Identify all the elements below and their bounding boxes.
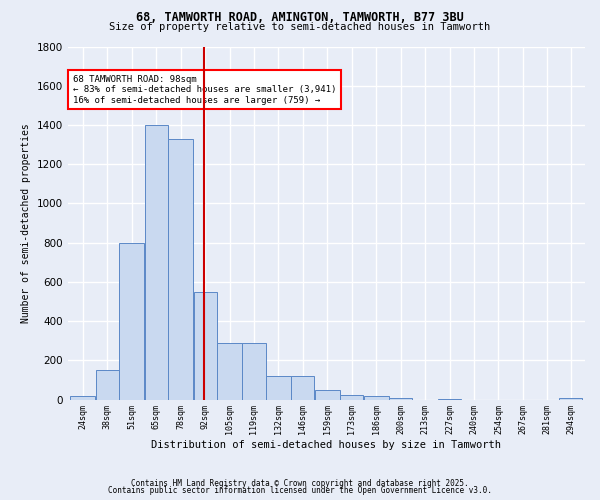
- Bar: [70, 396, 95, 400]
- Bar: [194, 292, 217, 400]
- Bar: [315, 390, 340, 400]
- Bar: [145, 125, 168, 400]
- X-axis label: Distribution of semi-detached houses by size in Tamworth: Distribution of semi-detached houses by …: [151, 440, 502, 450]
- Bar: [340, 394, 364, 400]
- Bar: [242, 342, 266, 400]
- Bar: [96, 370, 119, 400]
- Text: 68, TAMWORTH ROAD, AMINGTON, TAMWORTH, B77 3BU: 68, TAMWORTH ROAD, AMINGTON, TAMWORTH, B…: [136, 11, 464, 24]
- Bar: [389, 398, 412, 400]
- Bar: [559, 398, 583, 400]
- Text: Contains public sector information licensed under the Open Government Licence v3: Contains public sector information licen…: [108, 486, 492, 495]
- Text: Size of property relative to semi-detached houses in Tamworth: Size of property relative to semi-detach…: [109, 22, 491, 32]
- Text: 68 TAMWORTH ROAD: 98sqm
← 83% of semi-detached houses are smaller (3,941)
16% of: 68 TAMWORTH ROAD: 98sqm ← 83% of semi-de…: [73, 74, 336, 104]
- Bar: [168, 138, 193, 400]
- Bar: [217, 342, 242, 400]
- Bar: [292, 376, 314, 400]
- Bar: [266, 376, 291, 400]
- Text: Contains HM Land Registry data © Crown copyright and database right 2025.: Contains HM Land Registry data © Crown c…: [131, 478, 469, 488]
- Bar: [438, 398, 461, 400]
- Bar: [364, 396, 389, 400]
- Y-axis label: Number of semi-detached properties: Number of semi-detached properties: [21, 123, 31, 323]
- Bar: [119, 242, 144, 400]
